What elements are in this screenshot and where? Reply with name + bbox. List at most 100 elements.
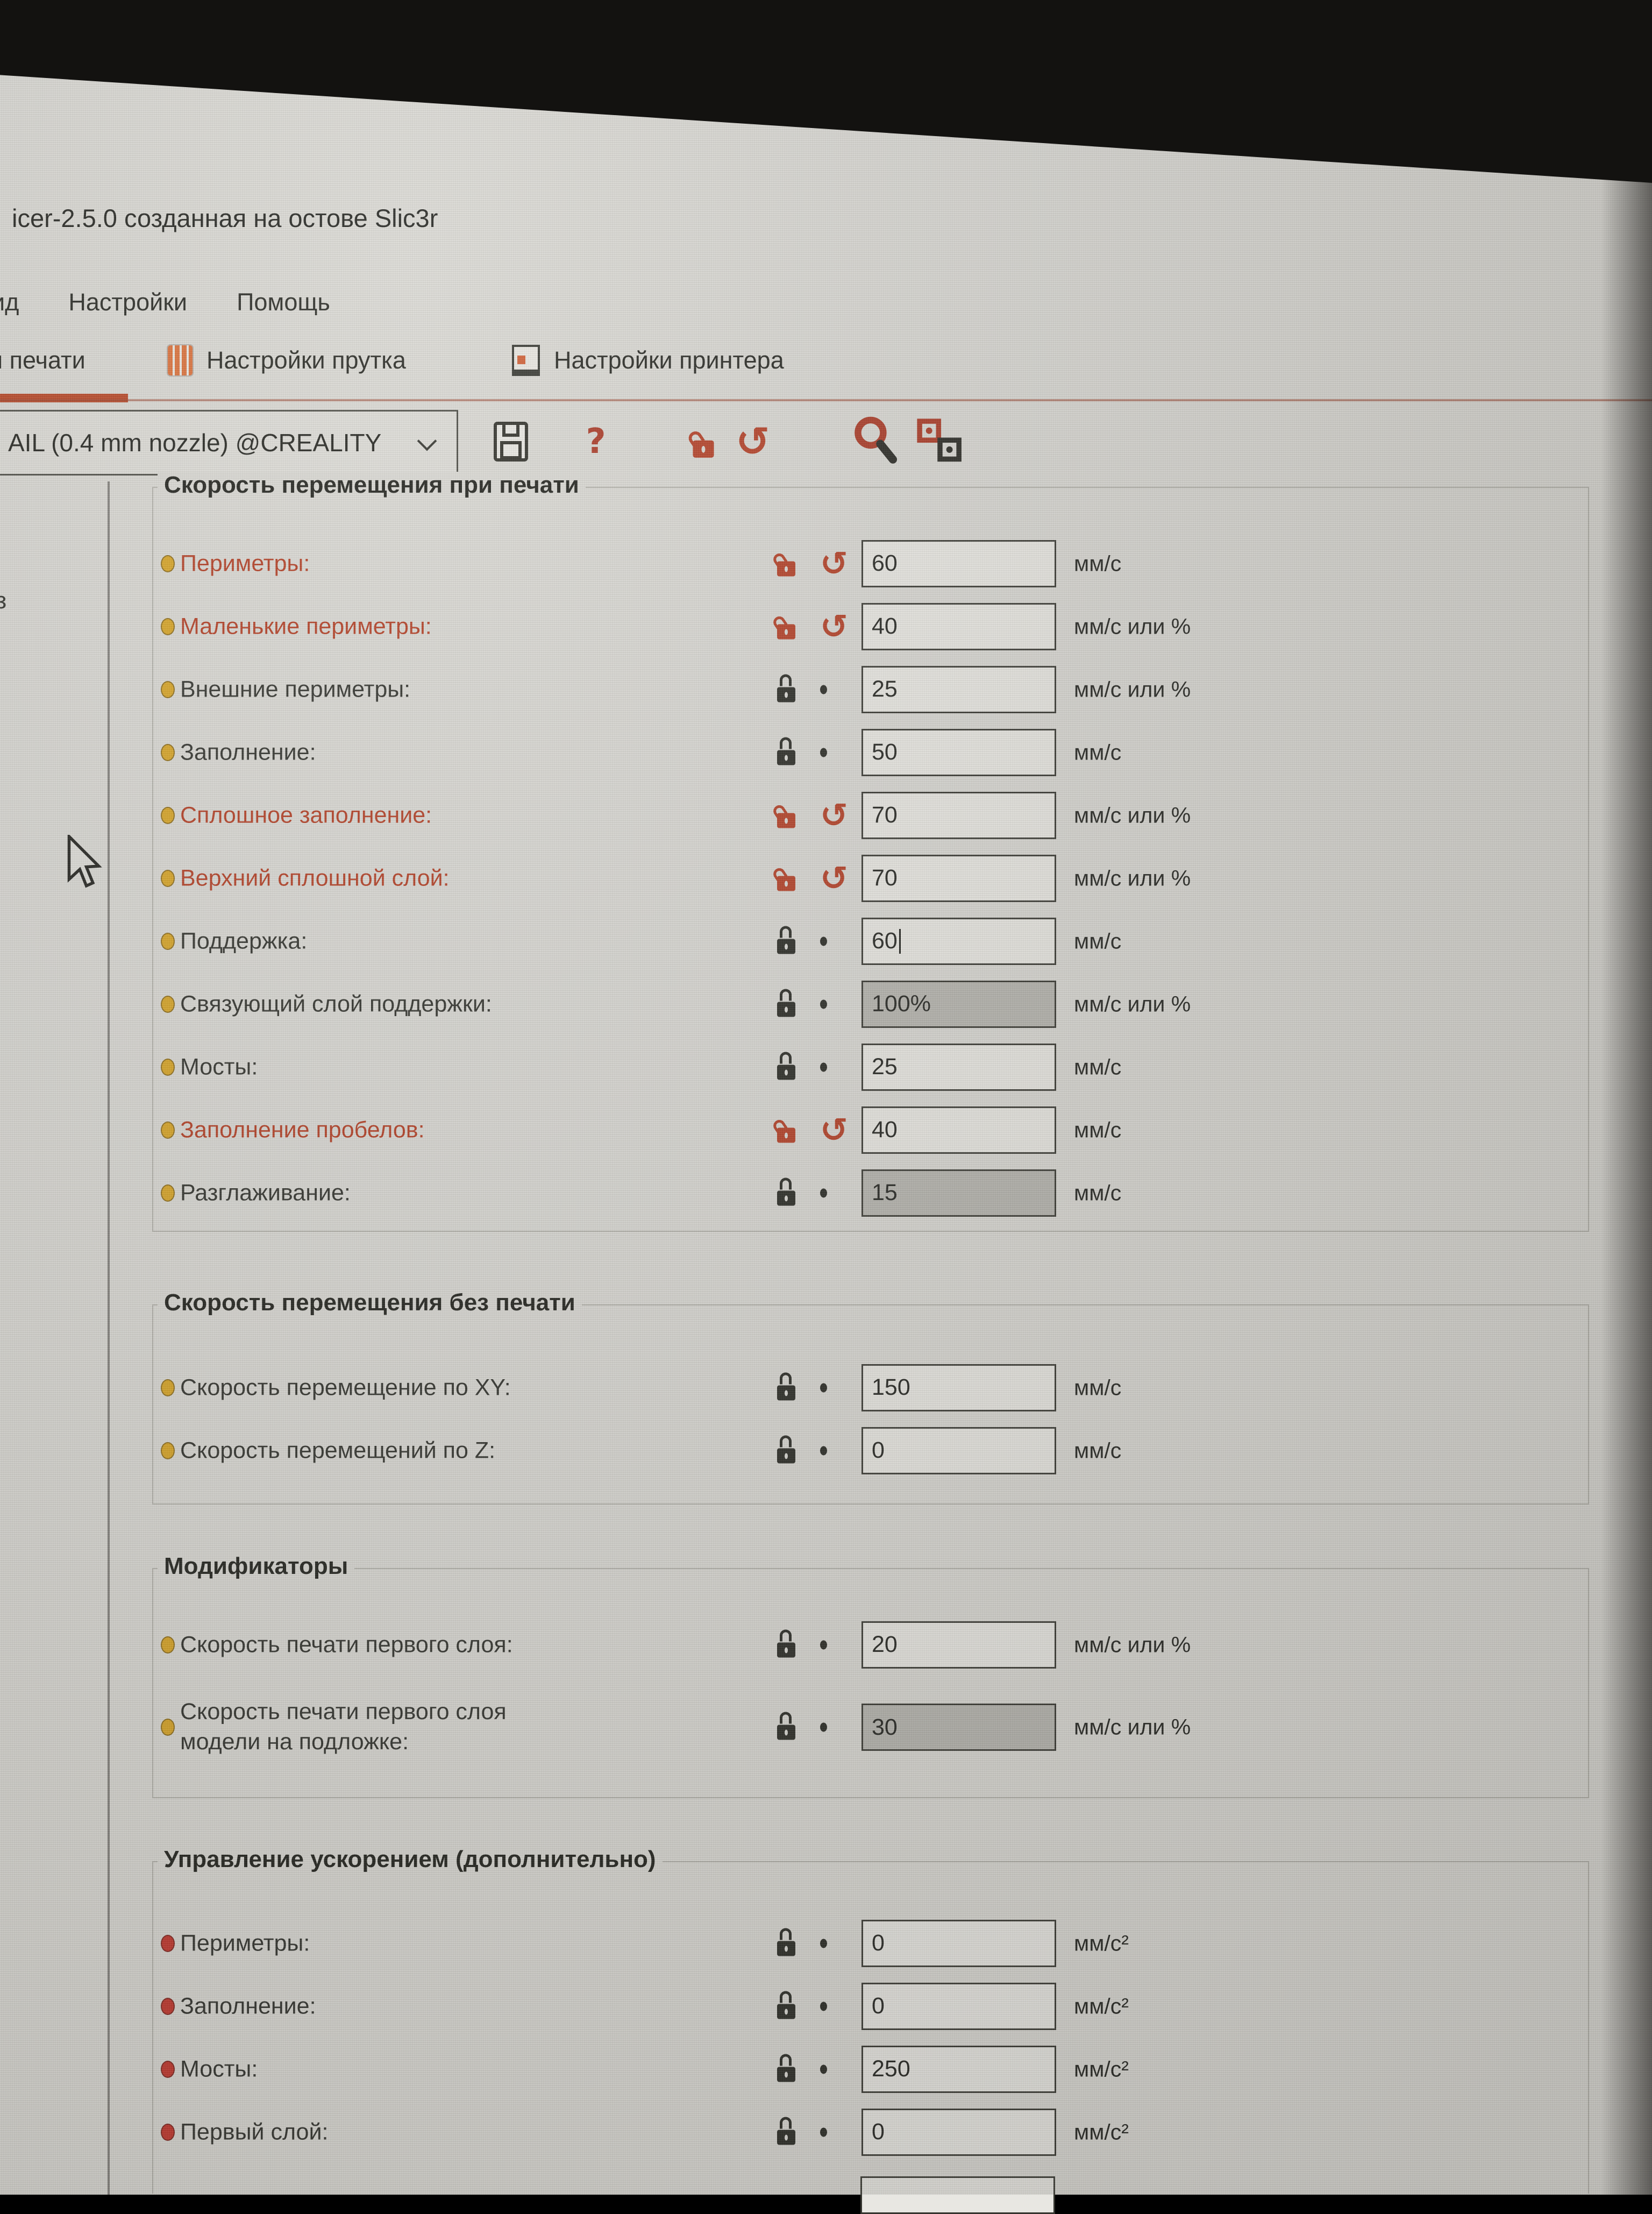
setting-input[interactable]: 20 <box>861 1621 1056 1669</box>
setting-row: Заполнение: ↺ 50 мм/с <box>153 721 1588 784</box>
compare-presets-button[interactable] <box>913 409 967 474</box>
setting-value: 25 <box>872 676 898 702</box>
setting-unit: мм/с <box>1074 1375 1122 1400</box>
setting-value: 50 <box>872 739 898 765</box>
setting-unit: мм/с <box>1074 928 1122 953</box>
setting-unit: мм/с² <box>1074 1993 1129 2018</box>
lock-closed-icon[interactable] <box>776 1991 796 2019</box>
setting-row: Разглаживание: ↺ 15 мм/с <box>153 1161 1588 1224</box>
tab-bar: и печати Настройки прутка Настройки прин… <box>0 322 1652 402</box>
lock-open-icon[interactable] <box>771 863 796 891</box>
setting-input[interactable]: 0 <box>861 1982 1056 2030</box>
setting-input[interactable]: 40 <box>861 602 1056 650</box>
setting-input[interactable]: 0 <box>861 2108 1056 2156</box>
setting-row: Скорость перемещение по XY: ↺ 150 мм/с <box>153 1356 1588 1419</box>
tab-filament-settings[interactable]: Настройки прутка <box>168 322 406 399</box>
lock-closed-icon[interactable] <box>776 2117 796 2145</box>
bullet-icon <box>161 869 175 887</box>
undo-icon[interactable]: ↺ <box>820 858 848 898</box>
setting-value: 40 <box>872 613 898 639</box>
undo-icon[interactable]: ↺ <box>820 543 848 583</box>
lock-open-icon[interactable] <box>771 1115 796 1143</box>
tab-label: Настройки прутка <box>206 346 406 374</box>
setting-value: 60 <box>872 550 898 576</box>
setting-row: Мосты: ↺ 25 мм/с <box>153 1035 1588 1098</box>
reset-all-button[interactable]: ↺ <box>731 409 774 474</box>
setting-input[interactable]: 25 <box>861 665 1056 713</box>
filament-spool-icon <box>168 345 193 375</box>
setting-value: 20 <box>872 1631 898 1657</box>
undo-icon[interactable]: ↺ <box>820 795 848 835</box>
partial-field <box>860 2176 1055 2214</box>
setting-label: Периметры: <box>180 550 310 576</box>
undo-icon[interactable]: ↺ <box>820 1110 848 1149</box>
setting-input[interactable]: 70 <box>861 854 1056 902</box>
lock-closed-icon[interactable] <box>776 1928 796 1956</box>
setting-label: Разглаживание: <box>180 1180 351 1205</box>
setting-input[interactable]: 25 <box>861 1043 1056 1091</box>
save-preset-button[interactable] <box>492 409 530 474</box>
lock-closed-icon[interactable] <box>776 737 796 765</box>
setting-label: Периметры: <box>180 1930 310 1956</box>
lock-closed-icon[interactable] <box>776 1712 796 1740</box>
setting-input[interactable]: 40 <box>861 1106 1056 1154</box>
search-icon <box>855 416 898 464</box>
setting-value: 60 <box>872 928 898 954</box>
setting-row: Сплошное заполнение: ↺ 70 мм/с или % <box>153 784 1588 847</box>
unmodified-dot-icon <box>820 1939 827 1948</box>
menu-item-help[interactable]: Помощь <box>237 288 330 316</box>
tab-print-settings[interactable]: и печати <box>0 322 86 399</box>
setting-input[interactable]: 60 <box>861 917 1056 965</box>
open-lock-icon <box>686 425 715 458</box>
printer-icon <box>512 345 540 376</box>
lock-open-icon[interactable] <box>771 548 796 576</box>
lock-open-icon[interactable] <box>771 800 796 828</box>
lock-closed-icon[interactable] <box>776 674 796 702</box>
help-button[interactable]: ? <box>580 409 612 474</box>
section-title: Модификаторы <box>158 1553 355 1580</box>
setting-input[interactable]: 100% <box>861 980 1056 1028</box>
tab-label: и печати <box>0 346 86 374</box>
bullet-icon <box>161 555 175 572</box>
setting-input[interactable]: 70 <box>861 791 1056 839</box>
setting-row: Периметры: ↺ 60 мм/с <box>153 532 1588 595</box>
lock-closed-icon[interactable] <box>776 926 796 954</box>
lock-closed-icon[interactable] <box>776 1052 796 1080</box>
setting-label: Скорость печати первого слоя модели на п… <box>180 1699 507 1755</box>
setting-input[interactable]: 0 <box>861 1919 1056 1967</box>
search-button[interactable] <box>850 409 903 474</box>
setting-label: Первый слой: <box>180 2119 329 2145</box>
lock-closed-icon[interactable] <box>776 1435 796 1463</box>
lock-closed-icon[interactable] <box>776 1629 796 1657</box>
section-title: Скорость перемещения при печати <box>158 472 586 499</box>
tab-label: Настройки принтера <box>554 346 784 374</box>
lock-closed-icon[interactable] <box>776 2054 796 2082</box>
unlock-all-button[interactable] <box>686 409 720 474</box>
setting-input[interactable]: 0 <box>861 1427 1056 1474</box>
bullet-icon <box>161 2060 175 2078</box>
lock-closed-icon[interactable] <box>776 989 796 1017</box>
bullet-icon <box>161 995 175 1013</box>
bullet-icon <box>161 1442 175 1459</box>
undo-icon[interactable]: ↺ <box>820 606 848 646</box>
lock-closed-icon[interactable] <box>776 1177 796 1205</box>
setting-unit: мм/с² <box>1074 2119 1129 2144</box>
setting-unit: мм/с или % <box>1074 1632 1191 1657</box>
setting-input[interactable]: 60 <box>861 540 1056 587</box>
section-modifiers: Модификаторы Скорость печати первого сло… <box>152 1553 1589 1798</box>
setting-input[interactable]: 150 <box>861 1364 1056 1411</box>
setting-input[interactable]: 50 <box>861 728 1056 776</box>
menu-item-settings[interactable]: Настройки <box>68 288 188 316</box>
setting-input[interactable]: 15 <box>861 1169 1056 1217</box>
lock-open-icon[interactable] <box>771 611 796 639</box>
tab-printer-settings[interactable]: Настройки принтера <box>512 322 784 399</box>
preset-dropdown[interactable]: AIL (0.4 mm nozzle) @CREALITY <box>0 410 458 476</box>
setting-row: Мосты: ↺ 250 мм/с² <box>153 2038 1588 2101</box>
menu-item-view-partial[interactable]: ид <box>0 288 19 316</box>
unmodified-dot-icon <box>820 936 827 946</box>
lock-closed-icon[interactable] <box>776 1372 796 1400</box>
setting-unit: мм/с или % <box>1074 865 1191 890</box>
setting-input[interactable]: 30 <box>861 1704 1056 1751</box>
setting-input[interactable]: 250 <box>861 2045 1056 2093</box>
sidebar-divider <box>108 481 110 2195</box>
